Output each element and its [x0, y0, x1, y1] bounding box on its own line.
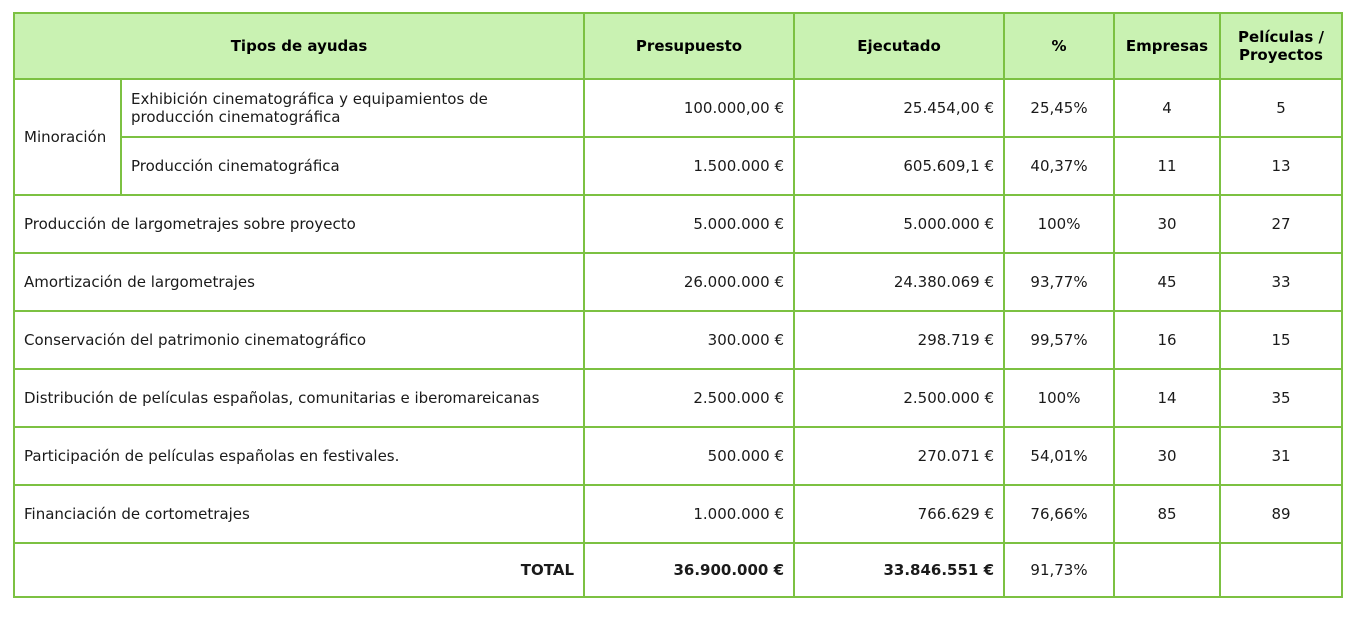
cell-pct: 93,77% — [1003, 252, 1116, 312]
cell-empresas: 45 — [1113, 252, 1222, 312]
cell-ejecutado: 270.071 € — [793, 426, 1006, 486]
cell-concepto: Amortización de largometrajes — [12, 252, 586, 312]
cell-concepto: Financiación de cortometrajes — [12, 484, 586, 544]
cell-presupuesto: 300.000 € — [583, 310, 796, 370]
table-row-minoracion-produccion: Producción cinematográfica 1.500.000 € 6… — [14, 136, 1344, 196]
cell-concepto: Distribución de películas españolas, com… — [12, 368, 586, 428]
column-header-empresas: Empresas — [1113, 12, 1222, 80]
column-header-tipos: Tipos de ayudas — [12, 12, 586, 80]
total-ejecutado: 33.846.551 € — [793, 542, 1006, 598]
cell-peliculas: 33 — [1219, 252, 1344, 312]
column-header-ejecutado: Ejecutado — [793, 12, 1006, 80]
cell-peliculas: 5 — [1219, 78, 1344, 138]
group-label-minoracion: Minoración — [13, 78, 122, 196]
cell-empresas: 30 — [1113, 426, 1222, 486]
cell-empresas: 4 — [1113, 78, 1222, 138]
cell-peliculas: 89 — [1219, 484, 1344, 544]
ayudas-table: Tipos de ayudas Presupuesto Ejecutado % … — [12, 12, 1344, 598]
cell-pct: 40,37% — [1003, 136, 1116, 196]
header-row: Tipos de ayudas Presupuesto Ejecutado % … — [12, 12, 1344, 80]
cell-presupuesto: 2.500.000 € — [583, 368, 796, 428]
cell-pct: 25,45% — [1003, 78, 1116, 138]
cell-empresas: 16 — [1113, 310, 1222, 370]
cell-pct: 54,01% — [1003, 426, 1116, 486]
cell-presupuesto: 26.000.000 € — [583, 252, 796, 312]
table-row-participacion: Participación de películas españolas en … — [12, 426, 1344, 486]
total-presupuesto: 36.900.000 € — [583, 542, 796, 598]
cell-ejecutado: 2.500.000 € — [793, 368, 1006, 428]
cell-ejecutado: 605.609,1 € — [793, 136, 1006, 196]
table-row-distribucion: Distribución de películas españolas, com… — [12, 368, 1344, 428]
cell-presupuesto: 500.000 € — [583, 426, 796, 486]
cell-presupuesto: 1.500.000 € — [583, 136, 796, 196]
cell-peliculas: 15 — [1219, 310, 1344, 370]
cell-concepto: Participación de películas españolas en … — [12, 426, 586, 486]
column-header-presupuesto: Presupuesto — [583, 12, 796, 80]
cell-concepto: Exhibición cinematográfica y equipamient… — [119, 78, 586, 138]
cell-pct: 76,66% — [1003, 484, 1116, 544]
cell-ejecutado: 24.380.069 € — [793, 252, 1006, 312]
column-header-pct: % — [1003, 12, 1116, 80]
cell-concepto: Conservación del patrimonio cinematográf… — [12, 310, 586, 370]
cell-peliculas: 13 — [1219, 136, 1344, 196]
cell-peliculas: 35 — [1219, 368, 1344, 428]
cell-concepto: Producción cinematográfica — [119, 136, 586, 196]
total-empresas-empty — [1113, 542, 1222, 598]
cell-ejecutado: 5.000.000 € — [793, 194, 1006, 254]
table-row-conservacion: Conservación del patrimonio cinematográf… — [12, 310, 1344, 370]
table-row-largometrajes-proyecto: Producción de largometrajes sobre proyec… — [12, 194, 1344, 254]
cell-empresas: 14 — [1113, 368, 1222, 428]
cell-presupuesto: 1.000.000 € — [583, 484, 796, 544]
cell-ejecutado: 766.629 € — [793, 484, 1006, 544]
cell-pct: 99,57% — [1003, 310, 1116, 370]
cell-pct: 100% — [1003, 368, 1116, 428]
cell-peliculas: 31 — [1219, 426, 1344, 486]
table-row-amortizacion: Amortización de largometrajes 26.000.000… — [12, 252, 1344, 312]
cell-empresas: 11 — [1113, 136, 1222, 196]
cell-ejecutado: 298.719 € — [793, 310, 1006, 370]
cell-empresas: 85 — [1113, 484, 1222, 544]
cell-presupuesto: 5.000.000 € — [583, 194, 796, 254]
total-label: TOTAL — [12, 542, 586, 598]
table-row-minoracion-exhibicion: Minoración Exhibición cinematográfica y … — [13, 78, 1344, 196]
cell-empresas: 30 — [1113, 194, 1222, 254]
cell-ejecutado: 25.454,00 € — [793, 78, 1006, 138]
cell-peliculas: 27 — [1219, 194, 1344, 254]
table-row-total: TOTAL 36.900.000 € 33.846.551 € 91,73% — [12, 542, 1344, 598]
table-row-financiacion: Financiación de cortometrajes 1.000.000 … — [12, 484, 1344, 544]
cell-pct: 100% — [1003, 194, 1116, 254]
column-header-peliculas: Películas / Proyectos — [1219, 12, 1344, 80]
cell-concepto: Producción de largometrajes sobre proyec… — [12, 194, 586, 254]
total-pct: 91,73% — [1003, 542, 1116, 598]
total-peliculas-empty — [1219, 542, 1344, 598]
cell-presupuesto: 100.000,00 € — [583, 78, 796, 138]
